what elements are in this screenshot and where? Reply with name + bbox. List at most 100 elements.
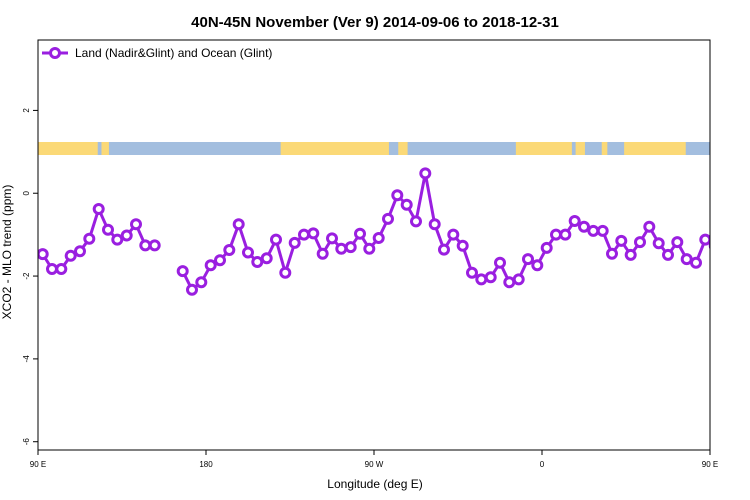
data-point [204, 259, 217, 272]
data-point [400, 198, 413, 211]
surface-strip [38, 142, 710, 155]
y-tick-label: 0 [22, 190, 31, 195]
data-point [512, 273, 525, 286]
data-point [671, 236, 684, 249]
data-point [335, 242, 348, 255]
data-point [662, 248, 674, 261]
legend-label: Land (Nadir&Glint) and Ocean (Glint) [75, 46, 272, 60]
data-point [522, 253, 534, 266]
data-point [699, 233, 710, 246]
data-point [83, 232, 96, 245]
y-axis-label: XCO2 - MLO trend (ppm) [0, 185, 14, 320]
y-tick-label: -6 [22, 438, 31, 446]
data-point [596, 224, 609, 237]
data-point [298, 228, 310, 241]
data-point [484, 271, 497, 284]
data-point [260, 252, 273, 265]
data-point [176, 265, 189, 278]
data-point [456, 239, 469, 252]
data-point [568, 215, 581, 227]
data-point [428, 218, 441, 231]
data-point [466, 266, 478, 279]
y-tick-label: 2 [22, 108, 31, 113]
data-point [503, 276, 516, 289]
data-point [46, 263, 58, 275]
data-point [223, 244, 236, 256]
x-axis: 90 E 180 90 W 0 90 E [30, 450, 718, 469]
data-point [559, 228, 572, 241]
x-tick-label: 90 E [30, 460, 46, 469]
data-point [139, 239, 152, 252]
strip-land [280, 142, 389, 155]
data-point [738, 265, 747, 274]
data-point [606, 247, 618, 260]
data-point [64, 249, 77, 262]
data-point [148, 239, 161, 252]
data-point [690, 256, 702, 269]
y-tick-label: -2 [22, 272, 31, 280]
data-point [540, 241, 553, 254]
data-point [438, 243, 450, 256]
data-point [111, 233, 124, 246]
data-point [729, 265, 738, 274]
data-point [720, 250, 729, 259]
data-point [102, 223, 114, 236]
data-point [195, 276, 208, 289]
x-tick-label: 0 [540, 460, 545, 469]
data-point [232, 218, 245, 231]
chart-title: 40N-45N November (Ver 9) 2014-09-06 to 2… [191, 14, 559, 31]
data-point [410, 215, 422, 228]
y-axis: -6 -4 -2 0 2 [22, 108, 38, 446]
data-point [708, 242, 710, 250]
strip-land [101, 142, 109, 155]
data-point [354, 227, 366, 240]
data-point [643, 220, 656, 233]
data-point [494, 256, 506, 269]
data-point [550, 228, 562, 241]
data-point [372, 232, 385, 244]
data-point [279, 266, 292, 279]
data-point [624, 248, 637, 261]
data-point [55, 263, 68, 275]
data-point [419, 167, 432, 180]
strip-land [624, 142, 686, 155]
data-point [652, 237, 665, 250]
strip-land [38, 142, 98, 155]
data-point [634, 236, 646, 249]
y-tick-label: -4 [22, 355, 31, 363]
data-point [531, 259, 544, 272]
strip-land [601, 142, 608, 155]
data-point [615, 234, 628, 247]
data-point [251, 256, 264, 268]
data-point [680, 253, 693, 266]
data-point [130, 218, 142, 231]
data-point [120, 229, 133, 242]
data-point [288, 236, 301, 249]
data-point [270, 233, 282, 246]
data-point [38, 248, 49, 261]
data-point [447, 228, 460, 241]
data-point [214, 254, 226, 267]
data-point [475, 273, 488, 286]
series-group [38, 167, 747, 296]
data-point [316, 247, 329, 260]
series-line [41, 207, 155, 271]
legend-marker-swatch [49, 47, 61, 59]
data-point [242, 246, 254, 259]
data-point [92, 203, 105, 215]
strip-land [398, 142, 408, 155]
data-point [186, 283, 198, 296]
data-point [74, 245, 86, 258]
legend: Land (Nadir&Glint) and Ocean (Glint) [42, 46, 272, 60]
x-tick-label: 90 W [365, 460, 384, 469]
data-point [307, 227, 320, 240]
data-point [587, 224, 600, 237]
x-axis-label: Longitude (deg E) [327, 477, 422, 491]
data-point [578, 220, 590, 233]
x-tick-label: 180 [199, 460, 213, 469]
strip-land [515, 142, 572, 155]
x-tick-label: 90 E [702, 460, 718, 469]
data-point [363, 242, 376, 255]
data-point [344, 241, 357, 254]
